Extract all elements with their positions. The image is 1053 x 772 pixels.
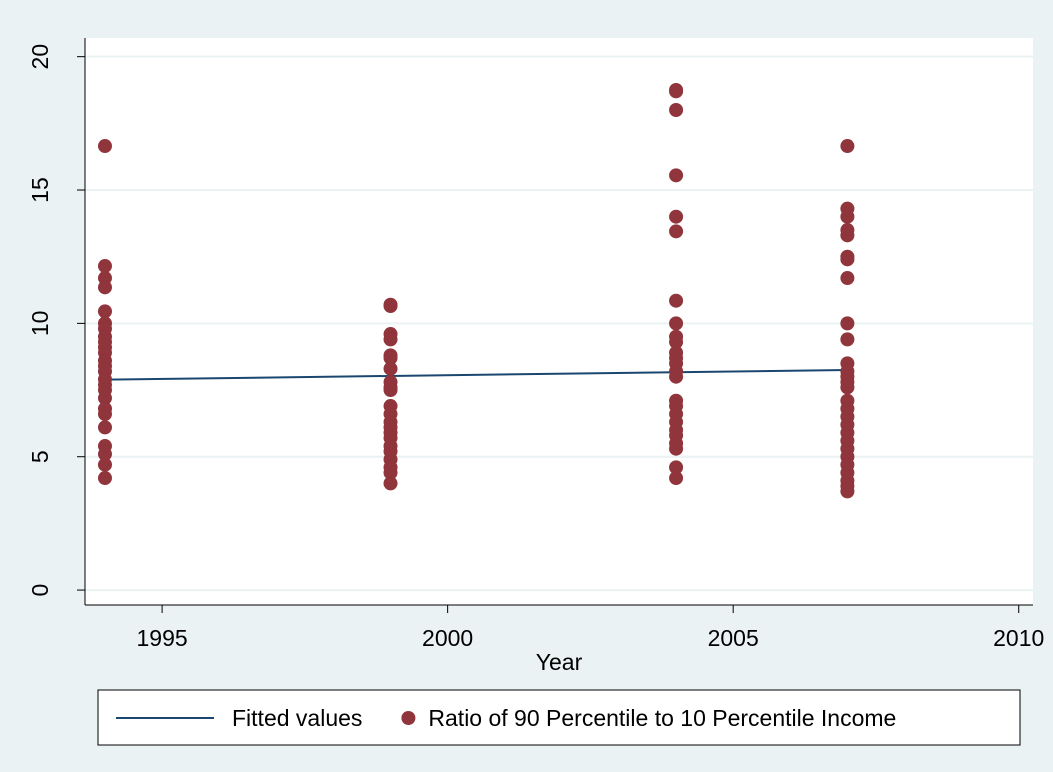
point [97, 391, 112, 406]
point [97, 139, 112, 154]
x-axis-label: Year [536, 649, 583, 675]
point [840, 332, 855, 347]
point [383, 361, 398, 376]
point [97, 259, 112, 274]
y-tick-label: 10 [27, 311, 53, 337]
plot-area [85, 38, 1033, 605]
point [669, 441, 684, 456]
point [669, 224, 684, 239]
point [97, 407, 112, 422]
point [383, 299, 398, 314]
point [669, 84, 684, 99]
point [669, 293, 684, 308]
point [97, 457, 112, 472]
point [97, 304, 112, 319]
legend-label: Fitted values [232, 705, 362, 731]
point [383, 383, 398, 398]
y-tick-label: 15 [27, 177, 53, 203]
y-tick-label: 5 [27, 450, 53, 463]
point [840, 271, 855, 286]
point [669, 316, 684, 331]
point [840, 252, 855, 267]
x-tick-label: 1995 [137, 625, 188, 651]
point [97, 447, 112, 462]
y-tick-label: 20 [27, 44, 53, 70]
point [669, 369, 684, 384]
point [840, 228, 855, 243]
point [97, 471, 112, 486]
point [669, 103, 684, 118]
point [669, 168, 684, 183]
legend-label: Ratio of 90 Percentile to 10 Percentile … [428, 705, 896, 731]
y-tick-label: 0 [27, 584, 53, 597]
legend [97, 689, 1021, 746]
point [840, 484, 855, 499]
x-tick-label: 2000 [422, 625, 473, 651]
point [840, 139, 855, 154]
x-tick-label: 2010 [993, 625, 1044, 651]
fitted-line [104, 369, 848, 381]
point [97, 420, 112, 435]
point [840, 316, 855, 331]
point [383, 465, 398, 480]
point [669, 460, 684, 475]
point [669, 471, 684, 486]
legend-swatch [401, 711, 416, 725]
point [97, 280, 112, 295]
point [383, 332, 398, 347]
point [383, 351, 398, 366]
point [840, 380, 855, 395]
point [840, 209, 855, 224]
point [669, 209, 684, 224]
point [669, 335, 684, 350]
x-tick-label: 2005 [708, 625, 759, 651]
point [383, 476, 398, 491]
